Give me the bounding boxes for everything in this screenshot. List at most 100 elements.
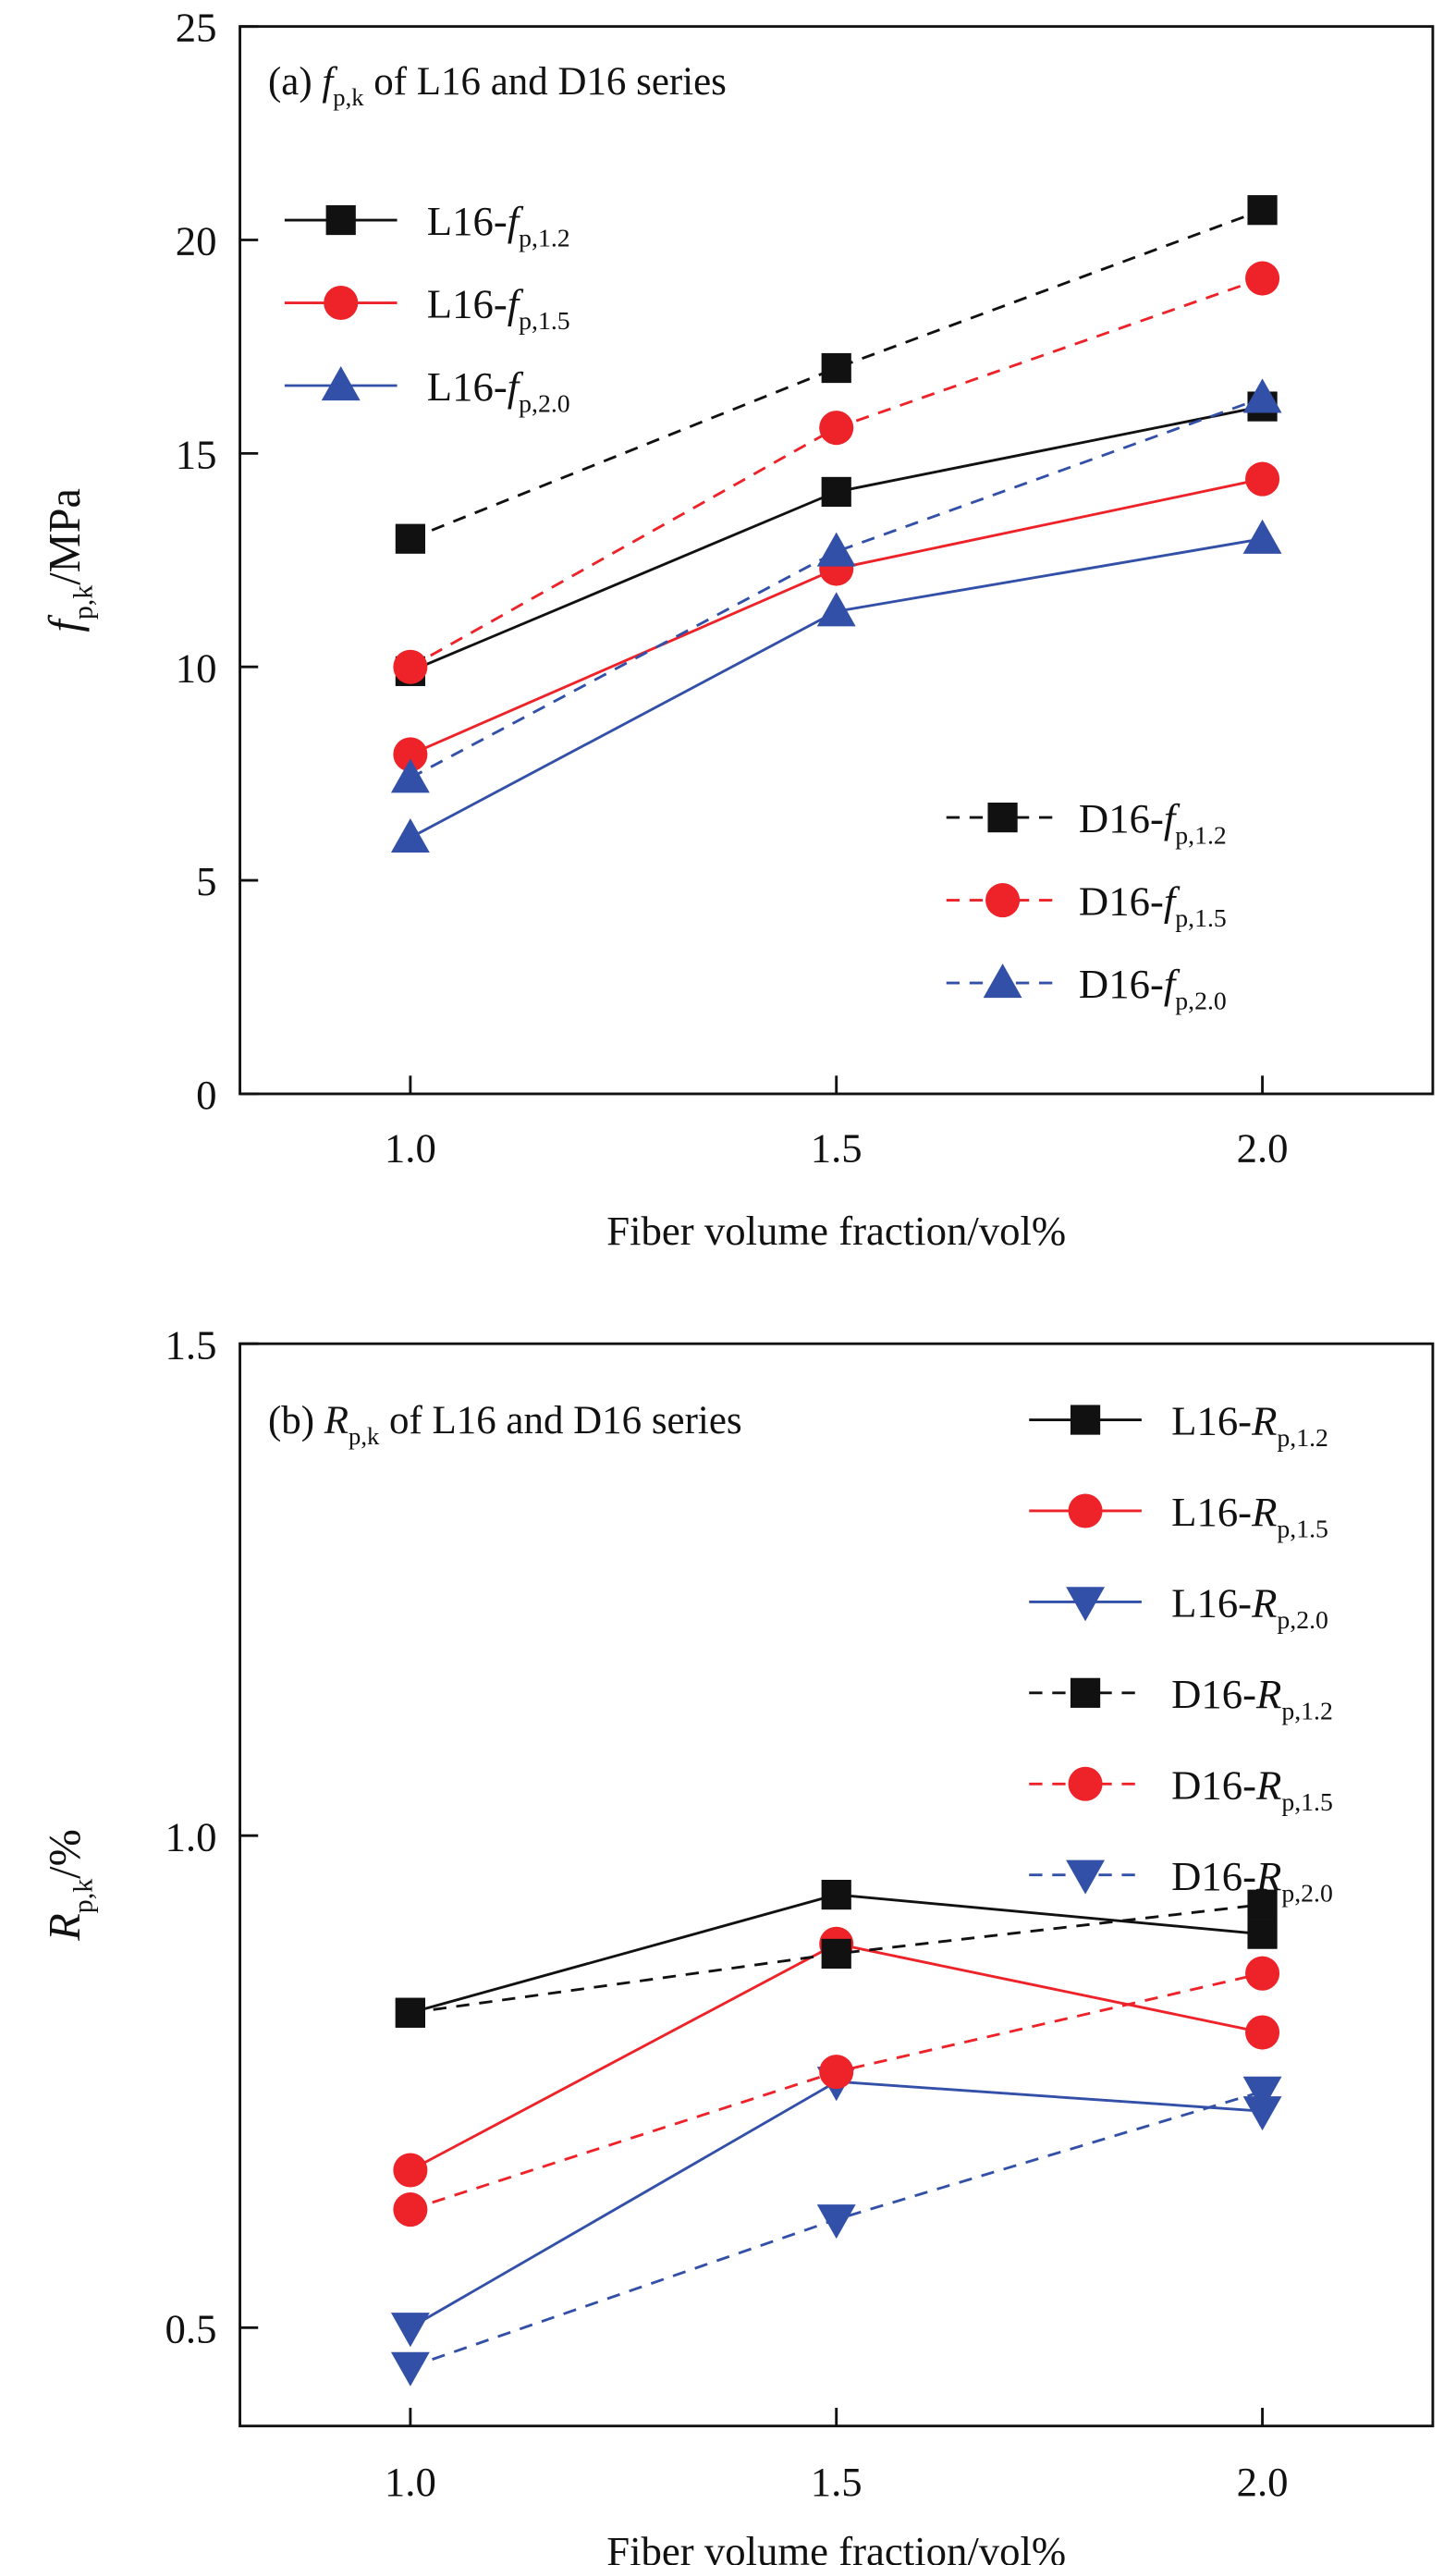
label-suffix: /% [41,1829,90,1879]
legend-item: L16-Rp,1.2 [1029,1398,1328,1454]
label-symbol: R [1255,1761,1281,1808]
label-prefix: D16- [1079,961,1164,1007]
label-symbol: R [1251,1398,1277,1444]
label-symbol: R [1251,1580,1277,1626]
legend-item: L16-fp,2.0 [284,363,570,419]
circle-marker [1245,2015,1280,2050]
label-subscript: p,2.0 [1175,988,1226,1016]
y-axis-label: Rp,k/% [41,1829,99,1942]
legend-item: L16-fp,1.5 [284,281,570,336]
square-marker [395,523,425,554]
series-line [410,396,1264,779]
y-tick-label: 20 [176,218,217,264]
label-prefix: D16- [1079,795,1164,841]
label-subscript: p,1.5 [1277,1516,1328,1544]
label-prefix: (a) [268,60,322,104]
legend-item: L16-Rp,2.0 [1029,1580,1328,1636]
circle-marker [1245,261,1280,296]
triangle-up-marker [1242,519,1282,554]
square-marker [821,352,851,384]
label-subscript: p,1.2 [1175,822,1226,851]
square-marker [821,476,851,508]
y-tick-label: 5 [196,858,216,904]
legend-label: D16-Rp,1.5 [1171,1761,1333,1817]
triangle-up-marker [1242,378,1282,413]
label-symbol: f [41,615,90,632]
square-marker [821,1879,851,1910]
circle-marker [1068,1766,1103,1801]
circle-marker [1245,1956,1280,1991]
legend-label: D16-fp,1.5 [1079,878,1227,934]
label-symbol: R [1255,1853,1281,1899]
triangle-up-marker [983,963,1022,999]
y-tick-label: 15 [176,431,217,477]
circle-marker [324,285,359,321]
chart-title: (a) fp,k of L16 and D16 series [268,60,727,111]
legend-item: D16-Rp,2.0 [1029,1853,1333,1908]
y-tick-label: 10 [176,644,217,691]
circle-marker [819,2055,854,2090]
triangle-up-marker [390,817,430,853]
y-tick-label: 0 [196,1072,216,1118]
label-suffix: /MPa [41,488,90,585]
square-marker [987,802,1018,833]
circle-marker [1245,461,1280,497]
chart-a: 0 5 10 15 20 25 1.0 1.5 2.0 Fiber volume fraction… [41,5,1435,1254]
y-tick-label: 25 [176,5,217,51]
square-marker [395,1997,425,2028]
label-subscript: p,k [67,585,98,620]
label-symbol: R [324,1399,349,1442]
circle-marker [1068,1493,1103,1528]
circle-marker [393,2153,428,2188]
chart-b: 0.5 1.0 1.5 1.0 1.5 2.0 Fiber volume fraction/… [41,1321,1435,2565]
circle-marker [393,2192,428,2228]
legend-label: D16-fp,1.2 [1079,795,1227,851]
label-subscript: p,1.5 [1175,904,1226,933]
legend-item: D16-fp,2.0 [946,961,1227,1016]
triangle-up-marker [321,366,361,401]
y-tick-label: 1.5 [165,1321,217,1368]
circle-marker [985,883,1021,918]
x-tick-label: 2.0 [1237,1124,1289,1171]
label-prefix: L16- [1171,1398,1252,1444]
triangle-up-marker [816,532,856,567]
x-tick-label: 2.0 [1237,2459,1289,2505]
legend-label: L16-Rp,1.2 [1171,1398,1328,1454]
label-subscript: p,1.2 [519,225,569,253]
label-subscript: p,1.2 [1277,1424,1328,1453]
legend-label: D16-Rp,1.2 [1171,1671,1333,1726]
label-suffix: of L16 and D16 series [364,60,727,104]
label-subscript: p,1.5 [519,307,569,336]
label-subscript: p,k [333,83,364,111]
label-prefix: L16- [1171,1489,1252,1535]
x-tick-label: 1.5 [811,1124,863,1171]
label-subscript: p,2.0 [519,390,569,419]
legend-item: D16-fp,1.2 [946,795,1227,851]
square-marker [1070,1677,1101,1708]
y-tick-label: 0.5 [165,2305,217,2351]
square-marker [1247,1919,1278,1949]
square-marker [1247,1889,1278,1920]
triangle-down-marker [1066,1587,1106,1622]
square-marker [821,1938,851,1970]
label-prefix: D16- [1079,878,1164,925]
label-symbol: R [1255,1671,1281,1717]
legend-item: L16-fp,1.2 [284,198,570,253]
legend-label: L16-Rp,2.0 [1171,1580,1328,1636]
legend-label: D16-fp,2.0 [1079,961,1227,1016]
label-subscript: p,2.0 [1281,1879,1332,1908]
triangle-down-marker [816,2204,856,2240]
x-tick-label: 1.0 [385,1124,436,1171]
label-prefix: D16- [1171,1761,1256,1808]
legend-item: L16-Rp,1.5 [1029,1489,1328,1544]
label-subscript: p,k [349,1422,380,1450]
square-marker [1247,195,1278,226]
circle-marker [819,411,854,446]
label-prefix: L16- [427,281,508,327]
triangle-down-marker [390,2313,430,2348]
label-subscript: p,k [67,1879,98,1913]
label-prefix: L16- [427,198,508,244]
triangle-down-marker [390,2351,430,2387]
label-symbol: R [41,1913,90,1942]
